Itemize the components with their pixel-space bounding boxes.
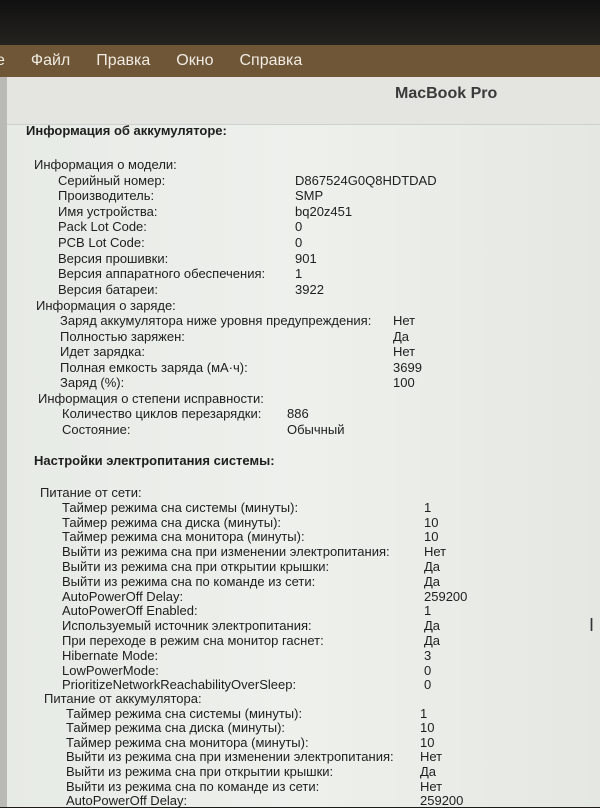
row-value: 0 (295, 219, 303, 235)
row-label: Имя устройства: (58, 203, 158, 219)
row-label: AutoPowerOff Enabled: (62, 603, 198, 619)
row-label: Количество циклов перезарядки: (62, 406, 262, 422)
section-title: Информация о заряде: (36, 298, 176, 313)
detail-pane: Информация об аккумуляторе: Информация о … (7, 123, 600, 808)
row-label: Производитель: (58, 188, 155, 204)
row-label: AutoPowerOff Delay: (62, 588, 184, 604)
row-label: Серийный номер: (58, 172, 166, 188)
row-value: 901 (295, 250, 317, 266)
row-label: Полная емкость заряда (мА·ч): (60, 359, 248, 375)
row-value: 100 (393, 375, 415, 390)
row-value: Обычный (287, 421, 345, 437)
menu-help[interactable]: Справка (239, 52, 303, 69)
row-value: 10 (420, 734, 435, 750)
row-value: Нет (424, 544, 447, 560)
row-value: Да (424, 573, 441, 589)
row-value: 10 (420, 720, 435, 736)
section-title: Питание от аккумулятора: (44, 691, 202, 706)
row-label: Таймер режима сна системы (минуты): (66, 705, 303, 721)
row-value: 259200 (424, 588, 468, 604)
row-value: 0 (424, 677, 432, 693)
row-value: 10 (424, 529, 439, 545)
row-value: bq20z451 (295, 203, 353, 219)
system-information-window: MacBook Pro Информация об аккумуляторе: И… (7, 77, 600, 808)
row-value: 886 (287, 406, 309, 422)
row-label: Таймер режима сна монитора (минуты): (62, 529, 305, 545)
row-label: Выйти из режима сна при открытии крышки: (62, 559, 330, 574)
row-label: Версия аппаратного обеспечения: (58, 266, 266, 282)
row-label: Заряд (%): (60, 375, 125, 390)
row-label: Используемый источник электропитания: (62, 618, 312, 634)
window-title: MacBook Pro (395, 85, 498, 102)
row-value: Нет (393, 344, 416, 360)
row-value: 1 (295, 266, 303, 282)
section-title: Питание от сети: (40, 485, 142, 500)
row-label: AutoPowerOff Delay: (66, 793, 188, 808)
menu-app[interactable]: е (0, 52, 5, 69)
row-label: Заряд аккумулятора ниже уровня предупреж… (60, 313, 372, 329)
row-label: LowPowerMode: (62, 662, 159, 678)
row-value: 1 (424, 603, 432, 619)
sidebar-edge (0, 77, 8, 807)
row-value: 1 (424, 499, 432, 515)
row-value: 1 (420, 705, 428, 721)
row-label: Идет зарядка: (60, 344, 146, 360)
row-value: 3 (424, 647, 432, 663)
row-label: Версия прошивки: (58, 250, 169, 266)
row-label: PCB Lot Code: (58, 235, 145, 250)
row-value: 0 (424, 662, 432, 678)
menu-edit[interactable]: Правка (96, 52, 151, 69)
row-value: SMP (295, 188, 324, 204)
row-label: PrioritizeNetworkReachabilityOverSleep: (62, 677, 297, 693)
row-value: 0 (295, 235, 303, 250)
row-value: Да (420, 764, 437, 779)
row-label: Выйти из режима сна при изменении электр… (66, 749, 394, 765)
row-label: Таймер режима сна диска (минуты): (62, 514, 282, 530)
row-value: Да (424, 559, 441, 574)
screen-bezel (0, 0, 600, 46)
row-value: Нет (393, 313, 416, 329)
row-value: Нет (420, 749, 443, 765)
row-value: 10 (424, 514, 439, 530)
row-label: Hibernate Mode: (62, 647, 159, 663)
row-label: Pack Lot Code: (58, 219, 147, 235)
text-cursor-icon: I (589, 615, 595, 635)
power-section-heading: Настройки электропитания системы: (34, 453, 275, 468)
title-bar: MacBook Pro (7, 77, 600, 125)
row-value: Нет (420, 778, 443, 794)
row-value: 3922 (295, 281, 324, 297)
row-label: Выйти из режима сна при изменении электр… (62, 544, 390, 560)
section-title: Информация о модели: (34, 157, 177, 172)
row-label: Выйти из режима сна по команде из сети: (62, 573, 316, 589)
row-value: 259200 (420, 793, 464, 808)
row-value: Да (424, 618, 441, 634)
row-label: Состояние: (62, 421, 131, 437)
row-label: Полностью заряжен: (60, 328, 185, 344)
row-value: D867524G0Q8HDTDAD (295, 172, 437, 188)
row-value: Да (393, 328, 410, 344)
row-value: Да (424, 633, 441, 648)
row-label: Версия батареи: (58, 281, 159, 297)
row-label: Таймер режима сна системы (минуты): (62, 499, 299, 515)
row-label: Выйти из режима сна по команде из сети: (66, 778, 320, 794)
row-label: При переходе в режим сна монитор гаснет: (62, 633, 324, 648)
battery-section-heading: Информация об аккумуляторе: (26, 123, 227, 138)
menu-bar: е Файл Правка Окно Справка (0, 45, 600, 77)
row-label: Таймер режима сна монитора (минуты): (66, 734, 309, 750)
menu-window[interactable]: Окно (176, 52, 214, 69)
row-value: 3699 (393, 359, 422, 375)
row-label: Таймер режима сна диска (минуты): (66, 720, 286, 736)
menu-file[interactable]: Файл (30, 52, 71, 69)
section-title: Информация о степени исправности: (38, 391, 264, 406)
row-label: Выйти из режима сна при открытии крышки: (66, 764, 334, 779)
